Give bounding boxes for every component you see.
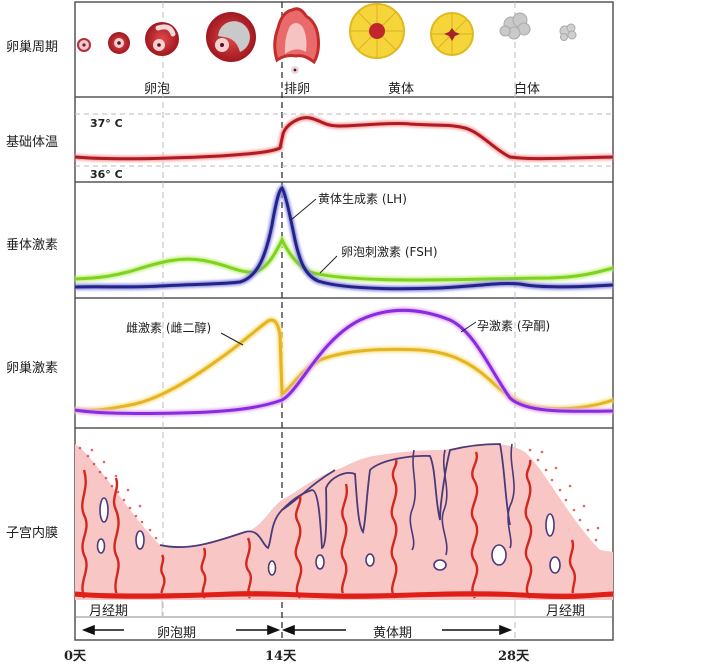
label-menses-end: 月经期 — [546, 604, 586, 619]
fsh-curve — [74, 236, 614, 282]
basal-vessel — [74, 591, 614, 600]
label-menses-start: 月经期 — [89, 604, 129, 619]
diagram-frame — [74, 1, 614, 641]
ovary-stage-icons — [77, 3, 577, 74]
lh-curve — [74, 185, 614, 291]
label-follicular-phase: 卵泡期 — [157, 626, 197, 641]
day-label-14: 14天 — [265, 649, 297, 664]
day-label-0: 0天 — [64, 649, 87, 664]
row-label-bbt: 基础体温 — [6, 135, 59, 150]
row-label-endometrium: 子宫内膜 — [6, 526, 59, 541]
phase-arrows — [81, 624, 513, 636]
label-luteal-phase: 黄体期 — [373, 626, 413, 641]
label-estrogen: 雌激素 (雌二醇) — [126, 321, 212, 335]
row-label-ovary-cycle: 卵巢周期 — [6, 40, 59, 55]
row-label-ovarian-hormones: 卵巢激素 — [6, 361, 59, 376]
temp-label-37: 37° C — [90, 117, 123, 130]
stage-label-follicle: 卵泡 — [144, 82, 171, 97]
day-label-28: 28天 — [498, 649, 530, 664]
label-progesterone: 孕激素 (孕酮) — [477, 319, 551, 333]
stage-label-corpus-luteum: 黄体 — [388, 82, 415, 97]
temp-label-36: 36° C — [90, 168, 123, 181]
progesterone-curve — [74, 308, 614, 416]
label-lh: 黄体生成素 (LH) — [318, 192, 407, 206]
endometrium-illustration — [74, 443, 614, 602]
stage-label-ovulation: 排卵 — [284, 82, 311, 97]
label-fsh: 卵泡刺激素 (FSH) — [341, 245, 438, 259]
row-label-pituitary: 垂体激素 — [6, 238, 59, 253]
stage-label-corpus-albicans: 白体 — [514, 82, 541, 97]
bbt-curve — [74, 116, 614, 161]
